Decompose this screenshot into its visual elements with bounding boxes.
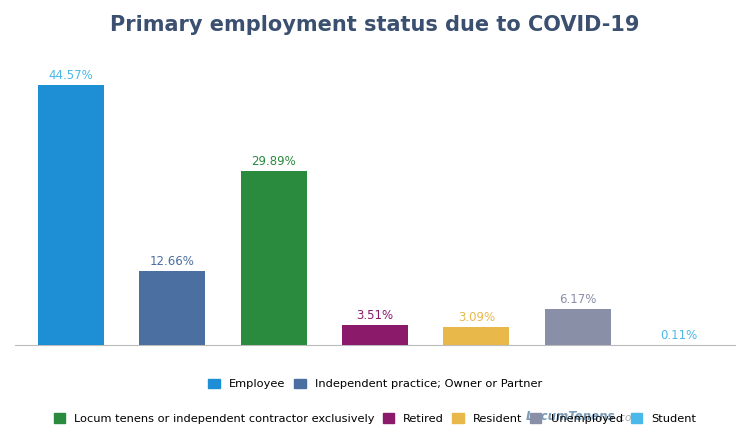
Text: 3.09%: 3.09% (458, 311, 495, 324)
Text: 6.17%: 6.17% (560, 293, 596, 306)
Text: LocumTenens: LocumTenens (526, 410, 615, 423)
Bar (140, 271, 206, 345)
Text: 3.51%: 3.51% (356, 309, 394, 322)
Bar (544, 309, 610, 345)
Bar (241, 171, 307, 345)
Text: 44.57%: 44.57% (49, 69, 93, 82)
Bar (443, 327, 509, 345)
Legend: Locum tenens or independent contractor exclusively, Retired, Resident, Unemploye: Locum tenens or independent contractor e… (54, 413, 696, 424)
Text: .com: .com (616, 413, 642, 423)
Legend: Employee, Independent practice; Owner or Partner: Employee, Independent practice; Owner or… (209, 378, 542, 389)
Text: 0.11%: 0.11% (661, 329, 698, 342)
Text: 29.89%: 29.89% (251, 155, 296, 168)
Text: 12.66%: 12.66% (150, 255, 194, 268)
Title: Primary employment status due to COVID-19: Primary employment status due to COVID-1… (110, 15, 640, 35)
Bar (342, 325, 408, 345)
Bar (38, 85, 104, 345)
